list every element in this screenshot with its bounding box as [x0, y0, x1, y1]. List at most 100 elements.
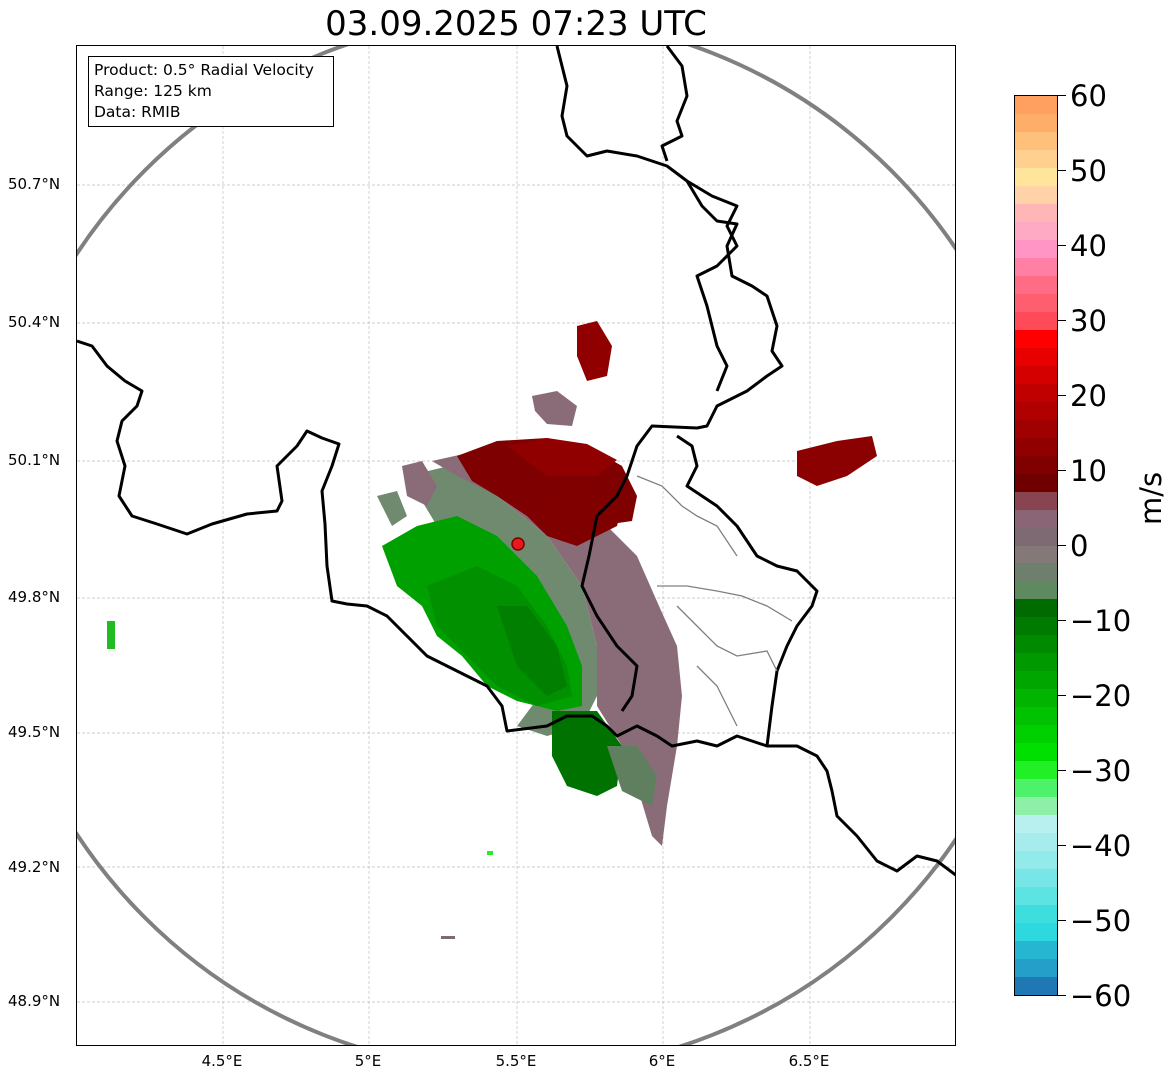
- colorbar-segment: [1015, 778, 1057, 798]
- lat-tick-label: 50.4°N: [8, 313, 61, 331]
- colorbar-tick-label: 0: [1070, 529, 1089, 563]
- colorbar-unit-label: m/s: [1134, 471, 1168, 525]
- colorbar-segment: [1015, 868, 1057, 888]
- colorbar-segment: [1015, 166, 1057, 186]
- colorbar-segment: [1015, 202, 1057, 222]
- lat-tick-label: 50.1°N: [8, 451, 61, 469]
- colorbar-segment: [1015, 652, 1057, 672]
- colorbar-tick-label: −10: [1070, 604, 1132, 638]
- colorbar-tick-label: −60: [1070, 979, 1132, 1013]
- colorbar-tick-label: −50: [1070, 904, 1132, 938]
- colorbar-segment: [1015, 382, 1057, 402]
- colorbar-segment: [1015, 418, 1057, 438]
- lon-tick-label: 5°E: [354, 1052, 382, 1070]
- colorbar-segment: [1015, 238, 1057, 258]
- colorbar-segment: [1015, 688, 1057, 708]
- radar-map-canvas: [77, 46, 955, 1045]
- radar-site-marker: [511, 537, 525, 551]
- colorbar-segment: [1015, 508, 1057, 528]
- colorbar-tick: [1058, 845, 1066, 846]
- lat-tick-label: 49.2°N: [8, 858, 61, 876]
- colorbar-segment: [1015, 184, 1057, 204]
- colorbar-tick: [1058, 620, 1066, 621]
- colorbar-segment: [1015, 292, 1057, 312]
- region-borders: [636, 475, 793, 727]
- colorbar-tick: [1058, 770, 1066, 771]
- colorbar-tick: [1058, 245, 1066, 246]
- colorbar-segment: [1015, 400, 1057, 420]
- colorbar-segment: [1015, 328, 1057, 348]
- colorbar-segment: [1015, 670, 1057, 690]
- colorbar-segment: [1015, 310, 1057, 330]
- colorbar-segment: [1015, 814, 1057, 834]
- colorbar-tick: [1058, 395, 1066, 396]
- product-label: Product: 0.5° Radial Velocity: [94, 61, 314, 79]
- colorbar-segment: [1015, 742, 1057, 762]
- map-title: 03.09.2025 07:23 UTC: [325, 4, 707, 44]
- colorbar-segment: [1015, 562, 1057, 582]
- colorbar-segment: [1015, 130, 1057, 150]
- colorbar-tick-label: 30: [1070, 304, 1107, 338]
- colorbar-tick: [1058, 695, 1066, 696]
- colorbar-tick-label: −20: [1070, 679, 1132, 713]
- colorbar-segment: [1015, 904, 1057, 924]
- lon-tick-label: 6.5°E: [788, 1052, 830, 1070]
- range-label: Range: 125 km: [94, 82, 212, 100]
- colorbar-segment: [1015, 616, 1057, 636]
- colorbar-tick-label: 60: [1070, 79, 1107, 113]
- lat-tick-label: 50.7°N: [8, 175, 61, 193]
- colorbar-tick-label: −40: [1070, 829, 1132, 863]
- colorbar-segment: [1015, 724, 1057, 744]
- lon-tick-label: 5.5°E: [495, 1052, 537, 1070]
- colorbar-tick: [1058, 320, 1066, 321]
- colorbar-tick: [1058, 95, 1066, 96]
- data-source-label: Data: RMIB: [94, 103, 181, 121]
- lon-tick-label: 4.5°E: [201, 1052, 243, 1070]
- colorbar-segment: [1015, 112, 1057, 132]
- colorbar-segment: [1015, 346, 1057, 366]
- velocity-echoes: [107, 321, 877, 939]
- colorbar-segment: [1015, 364, 1057, 384]
- colorbar-segment: [1015, 940, 1057, 960]
- country-borders: [77, 46, 955, 877]
- colorbar-segment: [1015, 256, 1057, 276]
- colorbar-segment: [1015, 598, 1057, 618]
- colorbar-segment: [1015, 148, 1057, 168]
- lat-tick-label: 48.9°N: [8, 992, 61, 1010]
- colorbar-segment: [1015, 454, 1057, 474]
- colorbar-segment: [1015, 850, 1057, 870]
- colorbar-segment: [1015, 832, 1057, 852]
- colorbar-segment: [1015, 760, 1057, 780]
- colorbar-segment: [1015, 544, 1057, 564]
- colorbar-segment: [1015, 886, 1057, 906]
- colorbar-tick-label: 20: [1070, 379, 1107, 413]
- product-info-box: Product: 0.5° Radial Velocity Range: 125…: [88, 56, 334, 127]
- colorbar-segment: [1015, 472, 1057, 492]
- lon-tick-label: 6°E: [648, 1052, 676, 1070]
- colorbar-segment: [1015, 976, 1057, 995]
- colorbar-segment: [1015, 526, 1057, 546]
- lat-tick-label: 49.5°N: [8, 723, 61, 741]
- colorbar-segment: [1015, 922, 1057, 942]
- colorbar-tick: [1058, 170, 1066, 171]
- radar-map[interactable]: [76, 45, 956, 1046]
- colorbar-segment: [1015, 96, 1057, 114]
- colorbar-tick: [1058, 920, 1066, 921]
- colorbar-segment: [1015, 706, 1057, 726]
- colorbar-segment: [1015, 634, 1057, 654]
- lat-tick-label: 49.8°N: [8, 588, 61, 606]
- colorbar-segment: [1015, 220, 1057, 240]
- colorbar-tick-label: 40: [1070, 229, 1107, 263]
- colorbar-tick-label: 50: [1070, 154, 1107, 188]
- colorbar-segment: [1015, 958, 1057, 978]
- colorbar-segment: [1015, 490, 1057, 510]
- colorbar-segment: [1015, 580, 1057, 600]
- colorbar-tick: [1058, 995, 1066, 996]
- colorbar-segment: [1015, 274, 1057, 294]
- colorbar-segment: [1015, 796, 1057, 816]
- colorbar-tick-label: −30: [1070, 754, 1132, 788]
- colorbar-tick-label: 10: [1070, 454, 1107, 488]
- velocity-colorbar: [1014, 95, 1058, 996]
- colorbar-tick: [1058, 545, 1066, 546]
- colorbar-tick: [1058, 470, 1066, 471]
